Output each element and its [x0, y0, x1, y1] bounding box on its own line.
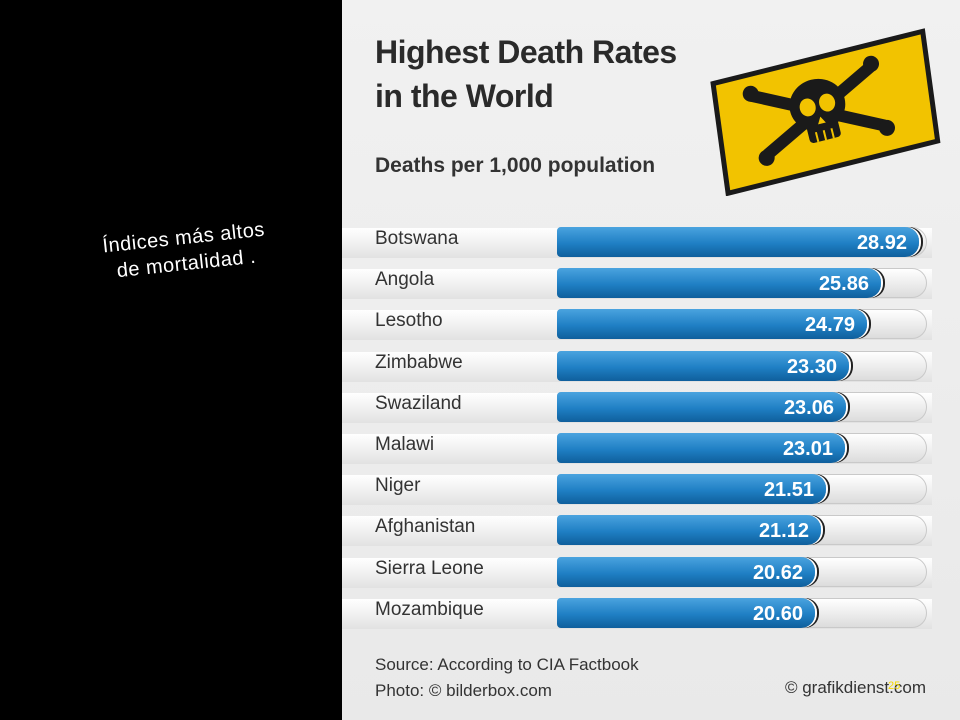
source-note: Source: According to CIA Factbook Photo:… [375, 652, 639, 704]
bar [557, 597, 815, 628]
bar-row: Niger 21.51 [342, 469, 960, 510]
value-label: 24.79 [804, 314, 855, 337]
bar-row: Mozambique 20.60 [342, 593, 960, 634]
category-label: Swaziland [375, 392, 462, 414]
bar-row: Swaziland 23.06 [342, 387, 960, 428]
skull-crossbones-icon [710, 28, 941, 196]
category-label: Botswana [375, 228, 459, 249]
category-label: Niger [375, 475, 421, 497]
category-label: Mozambique [375, 598, 484, 620]
photo-credit-line: Photo: © bilderbox.com [375, 681, 552, 700]
bar-row: Afghanistan 21.12 [342, 510, 960, 551]
value-label: 20.62 [752, 561, 803, 584]
bar [557, 227, 919, 257]
bar [557, 515, 821, 546]
bar-row: Malawi 23.01 [342, 428, 960, 469]
bar-row: Angola 25.86 [342, 263, 960, 304]
chart-title: Highest Death Rates in the World [375, 30, 715, 118]
bar [557, 350, 849, 381]
chart-subtitle: Deaths per 1,000 population [375, 154, 656, 177]
value-label: 21.51 [763, 479, 814, 502]
category-label: Malawi [375, 434, 435, 455]
category-label: Lesotho [375, 310, 443, 332]
bar-row: Sierra Leone 20.62 [342, 552, 960, 593]
category-label: Zimbabwe [375, 351, 463, 373]
category-label: Angola [375, 269, 435, 291]
slide-caption: Índices más altos de mortalidad . [68, 213, 302, 289]
slide-left-panel: Índices más altos de mortalidad . [0, 0, 342, 720]
bar [557, 309, 867, 340]
bar [557, 474, 826, 505]
bar [557, 556, 815, 587]
bar-row: Botswana 28.92 [342, 222, 960, 263]
value-label: 23.01 [782, 438, 833, 460]
bar [557, 268, 881, 299]
value-label: 23.30 [786, 355, 837, 378]
value-label: 25.86 [818, 273, 869, 296]
bar [557, 433, 845, 463]
bar-row: Lesotho 24.79 [342, 304, 960, 345]
source-line: Source: According to CIA Factbook [375, 655, 639, 674]
chart-title-line-1: Highest Death Rates [375, 34, 677, 70]
category-label: Afghanistan [375, 516, 476, 538]
bar-row: Zimbabwe 23.30 [342, 346, 960, 387]
value-label: 28.92 [856, 232, 907, 254]
bar [557, 391, 846, 422]
graphic-credit: © grafikdienst.com [784, 678, 926, 697]
infographic: Highest Death Rates in the World [342, 0, 960, 720]
value-label: 23.06 [783, 396, 834, 419]
page-number: 25 [888, 680, 901, 692]
value-label: 21.12 [758, 520, 809, 543]
category-label: Sierra Leone [375, 557, 484, 579]
chart-title-line-2: in the World [375, 78, 554, 114]
value-label: 20.60 [752, 602, 803, 625]
